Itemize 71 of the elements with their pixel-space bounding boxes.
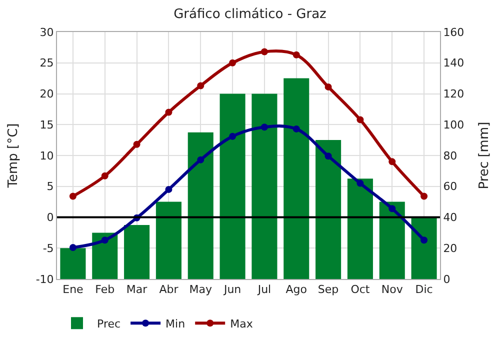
bar <box>411 217 437 279</box>
y2-tick-label: 0 <box>443 272 450 286</box>
y-tick-label: 0 <box>46 211 54 224</box>
point <box>101 172 108 180</box>
x-tick-label: Sep <box>318 283 339 296</box>
point <box>165 108 172 116</box>
bar <box>156 202 182 279</box>
y-tick-label: 15 <box>40 118 54 132</box>
y2-tick-label: 20 <box>443 242 458 255</box>
y-tick-label: 30 <box>40 26 54 39</box>
point <box>420 236 428 244</box>
x-tick-label: May <box>189 283 212 296</box>
point <box>292 51 300 58</box>
y2-tick-label: 60 <box>443 180 458 194</box>
point <box>260 48 268 56</box>
bar <box>316 140 342 279</box>
x-tick-label: Nov <box>381 283 404 296</box>
x-tick-label: Abr <box>159 283 179 296</box>
y-axis-title: Temp [°C] <box>6 123 21 189</box>
y2-axis-title: Prec [mm] <box>476 122 492 190</box>
y2-tick-label: 100 <box>443 118 464 132</box>
bar <box>379 202 405 279</box>
point <box>229 132 236 140</box>
point <box>229 59 236 66</box>
point <box>292 125 300 132</box>
x-tick-label: Oct <box>350 283 370 296</box>
x-tick-label: Jun <box>222 283 242 296</box>
y2-tick-label: 80 <box>443 149 458 162</box>
y-tick-label: 20 <box>40 88 54 101</box>
y-tick-label: -5 <box>42 242 54 255</box>
y2-tick-label: 120 <box>443 88 464 101</box>
bar <box>347 178 373 279</box>
y2-tick-label: 160 <box>443 26 464 39</box>
chart-title: Gráfico climático - Graz <box>174 6 327 22</box>
legend-label: Max <box>230 317 254 330</box>
point <box>356 180 364 187</box>
point <box>101 236 108 244</box>
x-tick-label: Mar <box>126 283 148 296</box>
bar <box>124 224 150 279</box>
point <box>165 186 172 193</box>
y-tick-label: 5 <box>46 180 54 194</box>
point <box>69 192 76 200</box>
point <box>69 244 76 252</box>
y-tick-label: 25 <box>40 56 54 70</box>
point <box>324 83 332 90</box>
point <box>388 158 396 166</box>
bar <box>252 94 278 279</box>
x-tick-label: Ene <box>62 283 84 296</box>
y2-tick-label: 40 <box>443 211 458 224</box>
y-tick-label: -10 <box>36 272 54 286</box>
point <box>420 192 428 200</box>
point <box>324 152 332 160</box>
y2-tick-label: 140 <box>443 56 464 70</box>
point <box>260 124 268 131</box>
bar <box>188 132 214 279</box>
bar <box>92 232 118 279</box>
legend-label: Prec <box>97 317 121 330</box>
point <box>133 140 140 148</box>
bar <box>60 248 86 279</box>
x-tick-label: Jul <box>256 283 272 296</box>
x-tick-label: Ago <box>286 283 308 296</box>
x-tick-label: Dic <box>415 283 433 296</box>
point <box>197 156 204 164</box>
bar <box>220 94 246 279</box>
point <box>197 82 204 90</box>
y-tick-label: 10 <box>40 149 54 162</box>
legend-label: Min <box>166 317 186 330</box>
point <box>356 116 364 124</box>
x-tick-label: Feb <box>95 283 115 296</box>
bar <box>284 78 310 279</box>
point <box>388 205 396 212</box>
